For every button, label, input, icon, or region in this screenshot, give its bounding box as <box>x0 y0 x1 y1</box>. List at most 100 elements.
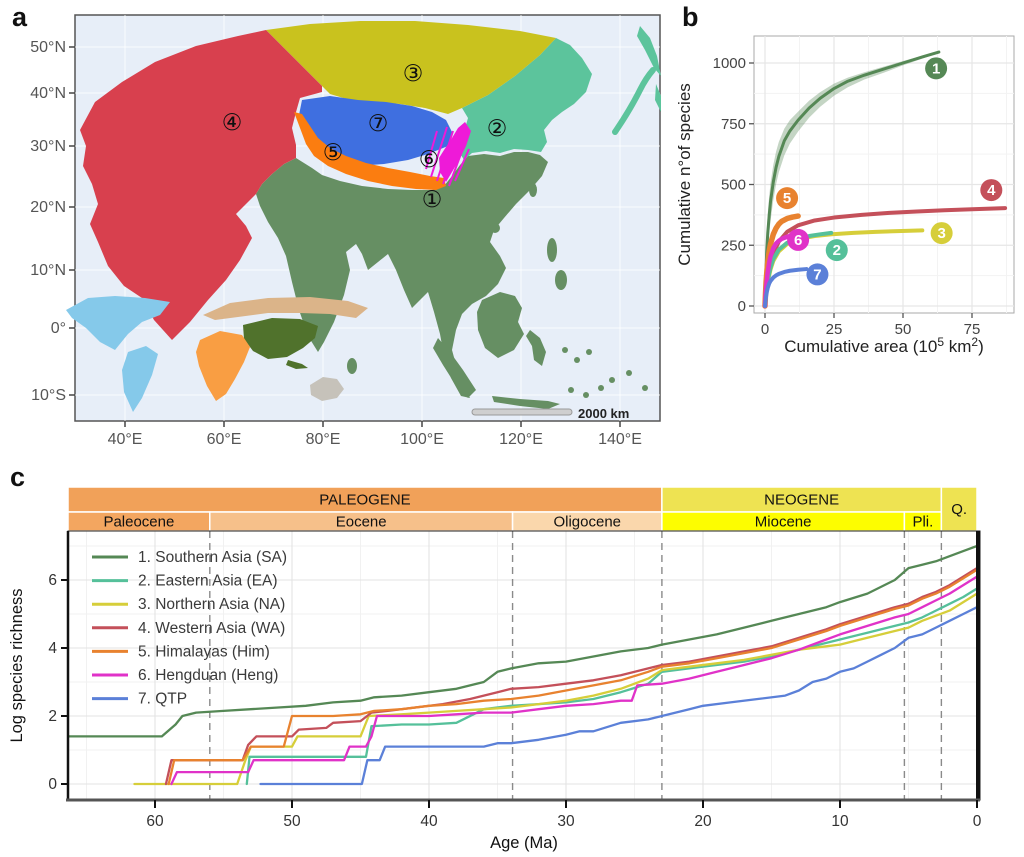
svg-text:60: 60 <box>146 813 164 830</box>
inset-south-america <box>122 346 158 412</box>
epoch-label: Pli. <box>912 514 933 531</box>
svg-text:5: 5 <box>783 190 791 207</box>
c-y-axis-label: Log species richness <box>8 588 26 742</box>
inset-asia-highlight <box>243 318 318 359</box>
svg-text:0: 0 <box>738 298 746 315</box>
svg-text:1. Southern Asia (SA): 1. Southern Asia (SA) <box>138 549 287 566</box>
svg-text:75: 75 <box>964 321 981 338</box>
curve-label-3: 3 <box>930 222 953 245</box>
epoch-label: Oligocene <box>553 514 621 531</box>
curve-label-4: 4 <box>980 179 1003 202</box>
svg-text:7. QTP: 7. QTP <box>138 691 187 708</box>
svg-text:50: 50 <box>895 321 912 338</box>
map-region-number: ④ <box>222 110 243 136</box>
richness-line-2 <box>245 587 979 786</box>
svg-text:50: 50 <box>283 813 301 830</box>
svg-text:500: 500 <box>721 177 746 194</box>
curve-label-1: 1 <box>925 57 948 80</box>
svg-text:6. Hengduan (Heng): 6. Hengduan (Heng) <box>138 667 278 684</box>
richness-line-3 <box>133 592 979 786</box>
svg-text:25: 25 <box>826 321 843 338</box>
svg-text:40°E: 40°E <box>108 431 143 448</box>
svg-text:20: 20 <box>694 813 712 830</box>
curve-1 <box>763 50 941 308</box>
richness-line-5 <box>167 568 979 786</box>
richness-line-4 <box>164 566 979 786</box>
region-qtp <box>298 96 452 166</box>
map-panel: 2000 km ① ② ③ ④ ⑤ ⑥ ⑦ 40°E 60°E 80°E 100°E 120°E 14… <box>30 14 661 448</box>
svg-text:0: 0 <box>48 776 57 793</box>
region-hengduan <box>425 122 471 187</box>
inset-australia <box>310 377 344 401</box>
svg-text:6: 6 <box>794 232 802 249</box>
svg-text:0: 0 <box>761 321 769 338</box>
curve-label-5: 5 <box>776 187 799 210</box>
epoch-label: Miocene <box>755 514 812 531</box>
map-axes: 40°E 60°E 80°E 100°E 120°E 140°E 50°N 40°N 30°N 2… <box>30 39 642 448</box>
svg-text:4: 4 <box>48 640 57 657</box>
c-x-axis-label: Age (Ma) <box>490 834 558 852</box>
region-himalayas <box>294 112 446 190</box>
legend-item: 1. Southern Asia (SA) <box>92 549 287 566</box>
epoch-label: NEOGENE <box>764 492 839 509</box>
b-x-axis-label: Cumulative area (105​ km2​) <box>784 335 984 356</box>
svg-text:140°E: 140°E <box>598 431 642 448</box>
svg-text:4: 4 <box>987 182 996 199</box>
region-northern-asia <box>266 21 556 114</box>
inset-africa <box>196 331 250 401</box>
map-region-number: ⑤ <box>323 140 344 166</box>
richness-line-1 <box>67 544 979 738</box>
map-region-number: ⑥ <box>419 147 440 173</box>
svg-text:60°E: 60°E <box>207 431 242 448</box>
svg-text:1000: 1000 <box>713 55 746 72</box>
richness-line-6 <box>170 575 979 786</box>
svg-text:6: 6 <box>48 572 57 589</box>
scalebar-label: 2000 km <box>578 406 629 421</box>
map-region-number: ⑦ <box>368 111 389 137</box>
svg-text:100°E: 100°E <box>400 431 444 448</box>
svg-text:10: 10 <box>831 813 849 830</box>
confidence-band <box>765 51 939 306</box>
svg-text:2. Eastern Asia (EA): 2. Eastern Asia (EA) <box>138 573 278 590</box>
epoch-label: Q. <box>951 501 967 518</box>
region-western-asia <box>80 30 322 340</box>
svg-text:10°S: 10°S <box>31 387 66 404</box>
hengduan-streaks <box>425 126 470 187</box>
svg-text:30°N: 30°N <box>30 138 66 155</box>
svg-text:250: 250 <box>721 237 746 254</box>
map-regions: 2000 km <box>66 21 661 421</box>
svg-text:40: 40 <box>420 813 438 830</box>
curve-label-6: 6 <box>787 228 810 251</box>
svg-text:40°N: 40°N <box>30 85 66 102</box>
svg-text:20°N: 20°N <box>30 199 66 216</box>
epoch-label: Eocene <box>336 514 387 531</box>
richness-time-chart: PALEOGENE NEOGENE Paleocene Eocene Oligocene… <box>8 486 982 852</box>
world-inset <box>66 296 368 412</box>
svg-text:120°E: 120°E <box>499 431 543 448</box>
svg-text:0°: 0° <box>51 320 66 337</box>
legend-item: 2. Eastern Asia (EA) <box>92 573 278 590</box>
richness-line-7 <box>259 606 979 786</box>
map-region-number: ③ <box>403 61 424 87</box>
legend-item: 4. Western Asia (WA) <box>92 620 285 637</box>
panel-a-letter: a <box>12 2 28 32</box>
svg-text:3: 3 <box>937 225 945 242</box>
svg-text:80°E: 80°E <box>306 431 341 448</box>
panel-b-letter: b <box>682 2 699 32</box>
epoch-bands: PALEOGENE NEOGENE Paleocene Eocene Oligocene… <box>67 486 978 532</box>
svg-text:30: 30 <box>557 813 575 830</box>
epoch-label: PALEOGENE <box>319 492 410 509</box>
scalebar: 2000 km <box>471 406 629 421</box>
legend-item: 5. Himalayas (Him) <box>92 643 270 660</box>
region-eastern-asia <box>458 38 592 160</box>
svg-text:3. Northern Asia (NA): 3. Northern Asia (NA) <box>138 596 285 613</box>
svg-text:1: 1 <box>932 60 940 77</box>
curve-label-2: 2 <box>825 239 848 262</box>
inset-north-america <box>66 296 170 350</box>
panel-c-letter: c <box>10 462 26 492</box>
inset-eurasia <box>203 297 368 320</box>
svg-text:2: 2 <box>833 242 841 259</box>
islands-eastern-asia <box>612 26 661 135</box>
epoch-label: Paleocene <box>103 514 174 531</box>
